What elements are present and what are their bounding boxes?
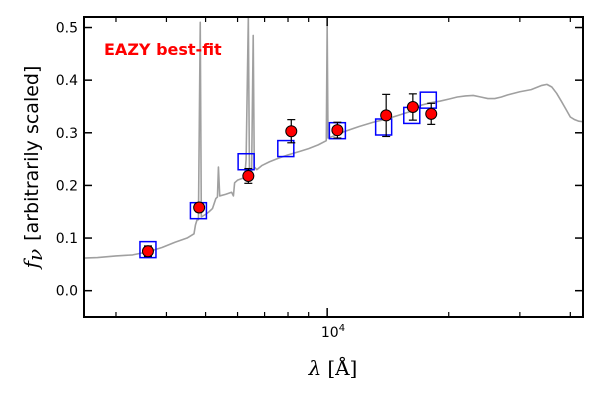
x-axis-label-symbol: λ <box>308 356 322 380</box>
markers-layer <box>139 91 438 259</box>
y-tick-label: 0.5 <box>56 21 78 37</box>
y-tick-label: 0.4 <box>56 73 78 89</box>
model-photometry-square <box>139 240 157 259</box>
y-axis-label: fν[arbitrarily scaled] <box>19 66 47 271</box>
x-tick-label-10000: 104 <box>321 323 345 341</box>
observed-photometry-point <box>285 125 298 138</box>
y-tick-label: 0.3 <box>56 126 78 142</box>
ticks-layer: 0.0 0.1 0.2 0.3 0.4 0.5 <box>56 17 583 317</box>
x-tick-label-exponent: 4 <box>339 323 345 334</box>
y-tick-label: 0.1 <box>56 231 78 247</box>
observed-photometry-point <box>425 107 438 120</box>
y-axis-label-text: [arbitrarily scaled] <box>21 66 43 241</box>
observed-photometry-point <box>380 109 393 122</box>
x-tick-label-base: 10 <box>321 325 339 341</box>
observed-photometry-point <box>242 169 255 182</box>
model-photometry-square <box>237 152 255 171</box>
svg-text:fν[arbitrarily scaled]: fν[arbitrarily scaled] <box>19 66 47 271</box>
x-axis-label-unit: [Å] <box>327 355 357 380</box>
y-axis-label-subscript: ν <box>23 249 47 261</box>
plot-frame <box>83 16 584 318</box>
template-layer <box>83 16 584 259</box>
observed-photometry-point <box>331 124 344 137</box>
model-photometry-square <box>419 91 438 109</box>
template-spectrum-line <box>83 16 584 259</box>
model-photometry-square <box>277 139 295 158</box>
observed-photometry-point <box>141 245 154 258</box>
fit-annotation: EAZY best-fit <box>104 40 222 59</box>
observed-photometry-point <box>193 201 206 214</box>
x-axis-label: λ [Å] <box>308 355 358 380</box>
y-tick-label: 0.2 <box>56 178 78 194</box>
y-tick-label: 0.0 <box>56 284 78 300</box>
observed-photometry-point <box>406 101 419 113</box>
